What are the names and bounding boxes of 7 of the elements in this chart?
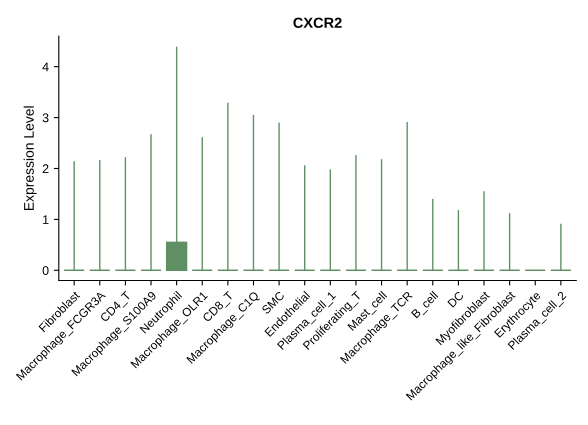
y-tick-label: 1 xyxy=(43,215,48,224)
y-axis-title: Expression Level xyxy=(24,106,37,210)
y-tick-label: 2 xyxy=(42,164,48,174)
y-tick-label: 3 xyxy=(42,113,49,122)
y-tick-label: 4 xyxy=(42,62,49,72)
y-tick-label: 0 xyxy=(42,266,49,275)
chart-title: CXCR2 xyxy=(293,18,342,28)
